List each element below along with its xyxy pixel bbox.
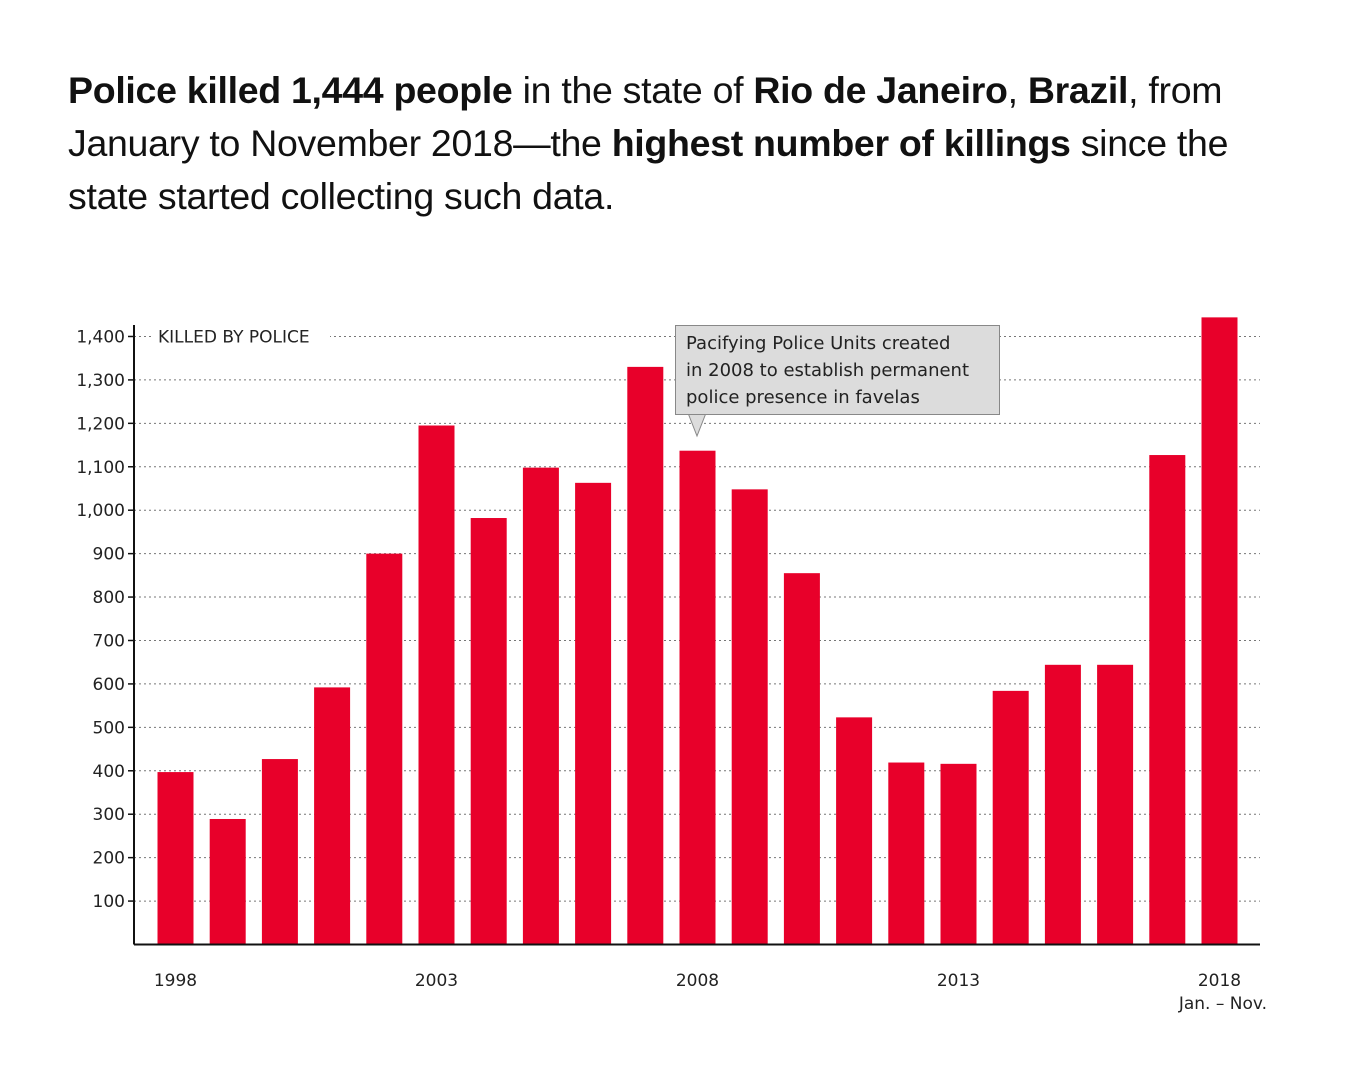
y-tick-label: 900 <box>93 545 125 565</box>
bar-2008 <box>679 450 716 945</box>
annotation-line: Pacifying Police Units created <box>686 333 951 354</box>
x-tick-label: 2003 <box>415 971 458 991</box>
bar-2002 <box>366 553 403 945</box>
bar-2004 <box>470 518 507 945</box>
y-axis-label: KILLED BY POLICE <box>158 327 310 347</box>
headline-text: , <box>1007 69 1028 111</box>
y-tick-label: 200 <box>93 849 125 869</box>
bar-2003 <box>418 425 455 945</box>
y-tick-label: 500 <box>93 718 125 738</box>
y-tick-label: 1,400 <box>76 327 125 347</box>
bar-2005 <box>522 467 559 945</box>
bar-2018 <box>1201 317 1238 945</box>
x-tick-label: 2013 <box>937 971 980 991</box>
bar-2012 <box>888 762 925 945</box>
bar-1999 <box>209 818 246 945</box>
bar-2016 <box>1097 664 1134 945</box>
y-tick-label: 1,000 <box>76 501 125 521</box>
y-tick-label: 100 <box>93 892 125 912</box>
bar-2011 <box>836 717 873 945</box>
y-tick-label: 1,300 <box>76 371 125 391</box>
x-tick-label: 2008 <box>676 971 719 991</box>
x-tick-label: 2018 <box>1198 971 1241 991</box>
annotation-line: in 2008 to establish permanent <box>686 360 970 381</box>
annotation-pointer <box>687 412 707 438</box>
ylabel-bg <box>152 322 330 349</box>
bar-2000 <box>261 759 298 945</box>
annotation-line: police presence in favelas <box>686 387 920 408</box>
headline-bold-text: Police killed 1,444 people <box>68 69 513 111</box>
headline-bold-text: highest number of killings <box>611 122 1071 164</box>
headline-bold-text: Brazil <box>1027 69 1129 111</box>
bar-2001 <box>314 687 351 945</box>
x-note: Jan. – Nov. <box>1178 994 1267 1014</box>
bar-2007 <box>627 366 664 945</box>
y-tick-label: 1,100 <box>76 458 125 478</box>
y-tick-label: 700 <box>93 631 125 651</box>
bar-2014 <box>992 690 1029 945</box>
bar-2017 <box>1149 455 1186 945</box>
annotation-box: Pacifying Police Units created in 2008 t… <box>675 325 1000 415</box>
bar-2006 <box>575 482 612 945</box>
headline-text: in the state of <box>512 69 754 111</box>
headline-text: since the state started collecting such … <box>68 122 1229 217</box>
y-tick-label: 300 <box>93 805 125 825</box>
headline-text: , from January to November 2018—the <box>68 69 1223 164</box>
bar-2013 <box>940 763 977 945</box>
bar-2010 <box>783 573 820 945</box>
headline: Police killed 1,444 people in the state … <box>68 64 1308 223</box>
bar-2009 <box>731 489 768 945</box>
y-tick-label: 600 <box>93 675 125 695</box>
x-tick-label: 1998 <box>154 971 197 991</box>
bar-1998 <box>157 772 194 945</box>
y-tick-label: 800 <box>93 588 125 608</box>
headline-bold-text: Rio de Janeiro <box>753 69 1008 111</box>
y-tick-label: 1,200 <box>76 414 125 434</box>
y-tick-label: 400 <box>93 762 125 782</box>
bar-2015 <box>1044 664 1081 945</box>
